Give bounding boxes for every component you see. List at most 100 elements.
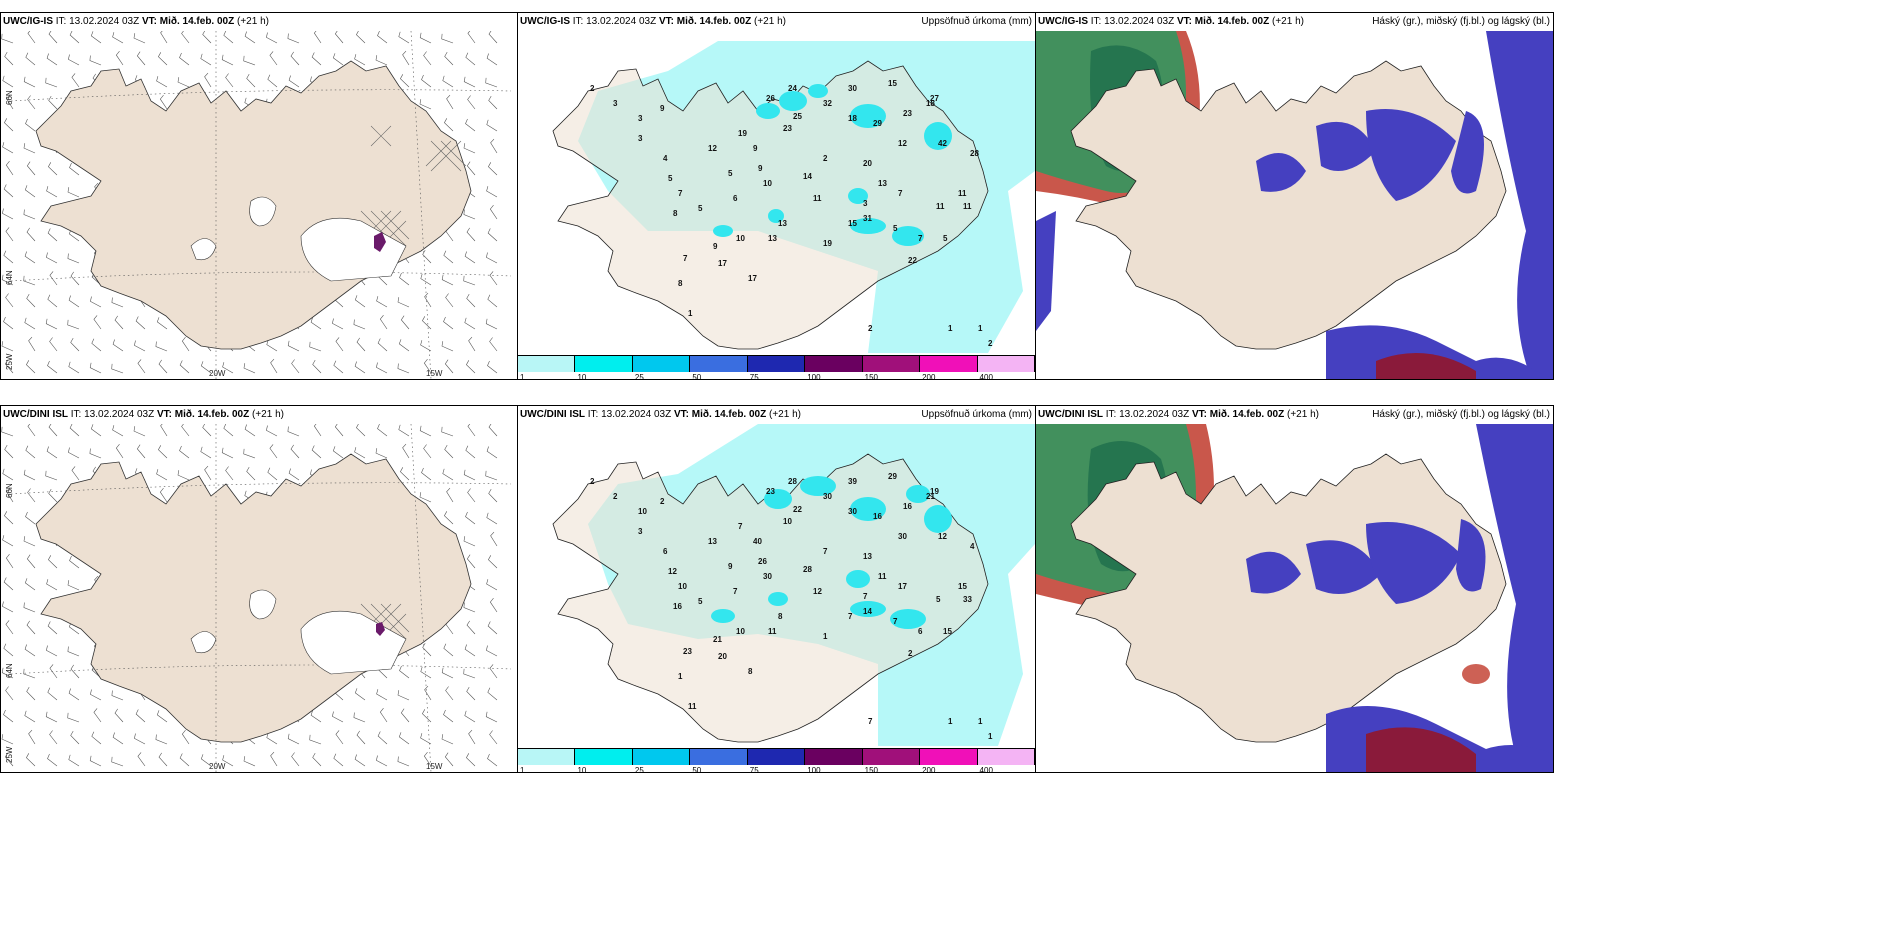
wind-barb-icon [1,426,14,437]
wind-barb-icon [5,686,14,701]
wind-barb-icon [181,31,190,44]
wind-barb-icon [23,469,36,481]
wind-barb-icon [465,445,476,459]
wind-barb-icon [4,118,14,132]
wind-barb-icon [5,293,14,308]
wind-barb-icon [356,730,366,745]
lat-label: 64N [5,270,14,285]
wind-barb-icon [222,362,234,374]
wind-barb-icon [444,118,454,132]
wind-barb-icon [266,339,278,352]
lon-label: 20W [209,762,226,771]
wind-barb-icon [24,710,36,723]
wind-barb-icon [25,445,36,459]
wind-barb-icon [463,668,476,679]
precip-value: 1 [978,324,983,333]
wind-barb-icon [5,227,14,242]
wind-barb-icon [443,709,454,723]
precip-value: 28 [970,149,979,158]
cloud-title: Háský (gr.), miðský (fj.bl.) og lágský (… [1372,16,1550,27]
colorbar-swatch [920,356,978,372]
wind-barb-icon [489,271,498,286]
colorbar-tick: 10 [577,373,587,380]
wind-barb-icon [200,53,212,66]
wind-barb-icon [202,424,212,437]
wind-barb-icon [27,424,36,437]
wind-barb-icon [311,52,322,66]
precip-value: 11 [688,702,697,711]
wind-barb-icon [398,31,410,44]
lat-label: 66N [5,483,14,498]
wind-barb-icon [487,294,498,308]
precip-title: Uppsöfnuð úrkoma (mm) [921,16,1032,27]
wind-barb-icon [464,317,476,330]
wind-barb-icon [222,755,234,767]
wind-map-panel-1: UWC/IG-IS IT: 13.02.2024 03Z VT: Mið. 14… [0,12,518,380]
precip-map: 2339345785121926242523323018291523182712… [552,41,1035,353]
wind-barb-icon [377,424,388,437]
snow-free-area [249,589,277,620]
wind-barb-icon [397,756,410,767]
wind-barb-icon [464,710,476,723]
panel-title: UWC/IG-IS IT: 13.02.2024 03Z VT: Mið. 14… [1038,16,1304,27]
wind-barb-icon [397,363,410,374]
precip-value: 11 [878,572,887,581]
wind-barb-icon [291,752,300,767]
wind-barb-icon [67,646,80,657]
precip-value: 28 [803,565,812,574]
wind-barb-icon [46,446,58,459]
wind-barb-icon [444,511,454,525]
precip-value: 31 [863,214,872,223]
wind-barb-icon [244,31,256,44]
wind-barb-icon [465,52,476,66]
wind-barb-icon [291,359,300,374]
precip-value: 12 [668,567,677,576]
precip-value: 13 [708,537,717,546]
wind-barb-icon [89,55,102,66]
wind-barb-icon [287,733,300,745]
wind-barb-icon [159,95,168,110]
precip-value: 16 [903,502,912,511]
wind-barb-icon [356,337,366,352]
colorbar-tick: 50 [692,373,702,380]
precip-values: 2339345785121926242523323018291523182712… [590,79,993,348]
wind-barb-icon [446,487,454,503]
wind-barb-icon [4,511,14,525]
cloud-map [1036,31,1553,379]
wind-barb-icon [422,249,432,264]
wind-barb-icon [463,536,476,547]
wind-barb-icon [246,466,256,481]
wind-barb-icon [27,488,36,503]
wind-barb-icon [24,251,36,264]
wind-barb-icon [444,752,454,767]
precip-value: 2 [908,649,913,658]
wind-barb-icon [89,755,102,767]
wind-barb-icon [290,51,300,66]
wind-barb-icon [111,756,124,767]
wind-barb-icon [445,686,454,701]
wind-barb-icon [156,76,168,88]
precip-value: 11 [958,189,967,198]
lon-label: 15W [426,762,443,771]
wind-barb-icon [423,444,432,459]
precip-value: 16 [873,512,882,521]
wind-barb-icon [334,424,344,437]
wind-barb-icon [243,448,256,459]
cloud-map-panel-1: UWC/IG-IS IT: 13.02.2024 03Z VT: Mið. 14… [1035,12,1554,380]
iceland-landmass [552,60,989,350]
wind-barb-icon [421,74,432,88]
precip-value: 2 [823,154,828,163]
precip-value: 3 [638,527,643,536]
wind-barb-icon [68,361,80,374]
wind-barb-icon [489,598,498,613]
wind-barb-icon [1,734,14,745]
wind-barb-icon [47,753,58,767]
lat-label: 25W [5,746,14,763]
wind-barb-icon [177,77,190,88]
wind-barb-icon [111,690,124,701]
wind-barb-icon [156,710,168,723]
wind-barb-icon [200,754,212,767]
wind-barb-icon [49,730,58,745]
precip-value: 14 [803,172,812,181]
precip-value: 23 [766,487,775,496]
